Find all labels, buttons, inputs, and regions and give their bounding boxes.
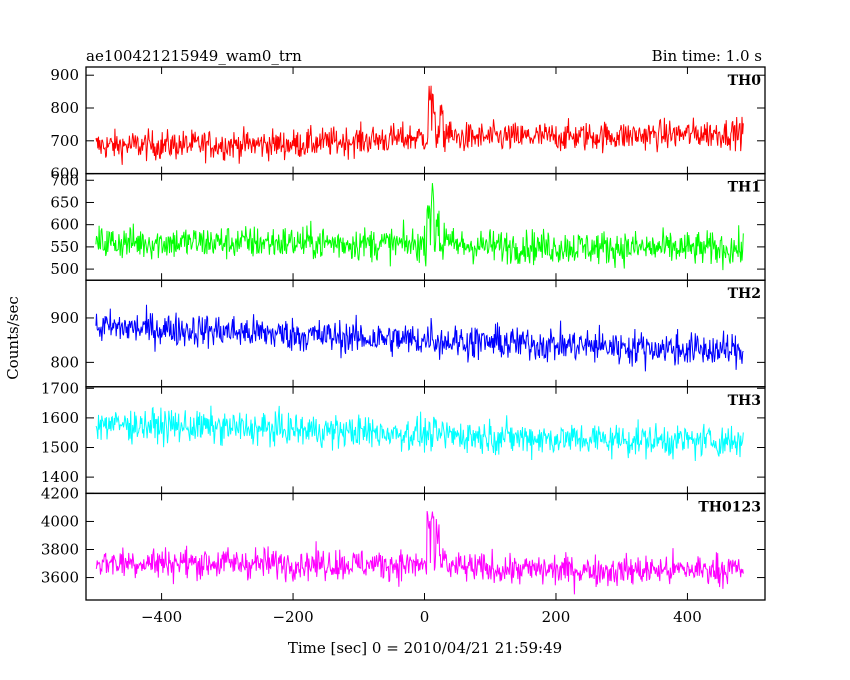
panel-label: TH2	[728, 286, 761, 302]
y-tick-label: 800	[50, 99, 79, 117]
y-tick-label: 550	[50, 238, 79, 256]
x-tick-label: 0	[420, 608, 430, 626]
panel-th1: 500 550 600 650 700 TH1	[50, 171, 766, 281]
y-tick-label: 4000	[41, 512, 79, 530]
y-tick-label: 3600	[41, 569, 79, 587]
panel-frame	[85, 66, 766, 175]
series-line-th3	[95, 405, 744, 462]
bin-time-label: Bin time: 1.0 s	[652, 47, 762, 65]
y-tick-label: 1400	[41, 468, 79, 486]
y-tick-label: 1600	[41, 409, 79, 427]
y-tick-label: 4200	[41, 484, 79, 502]
x-tick-label: 200	[542, 608, 571, 626]
series-line-th2	[95, 304, 744, 372]
series-line-th1	[95, 183, 744, 271]
panel-th0: 600 700 800 900 TH0	[50, 66, 766, 183]
series-line-th0	[95, 85, 744, 165]
y-tick-label: 900	[50, 309, 79, 327]
x-axis-label: Time [sec] 0 = 2010/04/21 21:59:49	[288, 639, 562, 657]
panel-label: TH3	[728, 393, 761, 409]
panel-th0123: 3600 3800 4000 4200 TH0123	[41, 484, 766, 601]
panel-th2: 800 900 TH2	[50, 279, 766, 388]
y-tick-label: 1500	[41, 439, 79, 457]
y-tick-label: 600	[50, 216, 79, 234]
y-tick-label: 700	[50, 132, 79, 150]
x-tick-label: −200	[272, 608, 313, 626]
series-line-th0123	[95, 511, 744, 595]
y-axis-label: Counts/sec	[4, 296, 22, 380]
panel-label: TH0123	[698, 499, 761, 515]
x-tick-label: 400	[673, 608, 702, 626]
y-tick-label: 600	[50, 165, 79, 183]
panel-frame	[85, 492, 766, 601]
y-tick-label: 650	[50, 193, 79, 211]
x-tick-label: −400	[141, 608, 182, 626]
panel-label: TH1	[728, 180, 761, 196]
x-axis: −400 −200 0 200 400	[141, 608, 702, 626]
y-tick-label: 700	[50, 171, 79, 189]
y-tick-label: 900	[50, 66, 79, 84]
y-tick-label: 3800	[41, 541, 79, 559]
panel-frame	[85, 386, 766, 495]
panel-label: TH0	[728, 73, 762, 89]
y-tick-label: 800	[50, 353, 79, 371]
y-tick-label: 1700	[41, 379, 79, 397]
y-tick-label: 500	[50, 260, 79, 278]
panel-th3: 1400 1500 1600 1700 TH3	[41, 379, 766, 495]
chart-title: ae100421215949_wam0_trn	[86, 47, 302, 65]
